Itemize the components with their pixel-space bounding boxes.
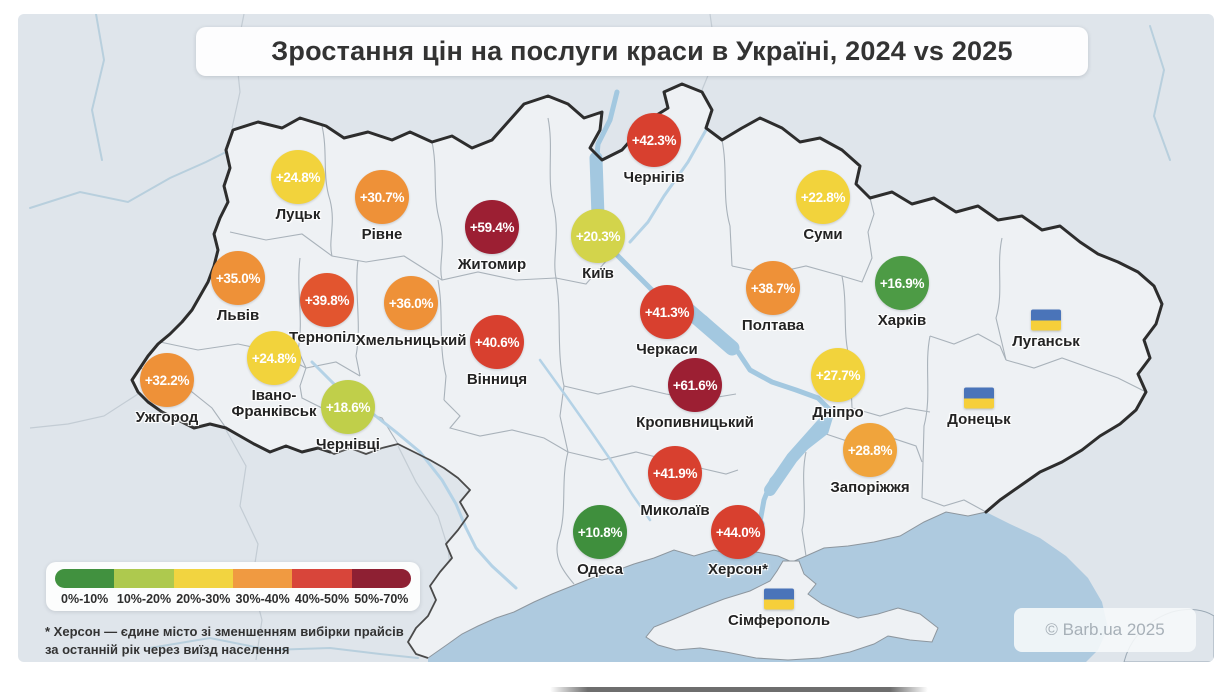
legend-band-swatch bbox=[173, 569, 233, 588]
legend-band-swatch bbox=[114, 569, 174, 588]
title-card: Зростання цін на послуги краси в Україні… bbox=[196, 27, 1088, 76]
legend-card: 0%-10% 10%-20% 20%-30% 30%-40% 40%-50% 50%-70… bbox=[46, 562, 420, 611]
crimea-shape bbox=[645, 560, 939, 661]
legend-color-bar bbox=[55, 569, 411, 588]
moldova-border bbox=[329, 443, 471, 659]
legend-band-swatch bbox=[351, 569, 411, 588]
legend-band-label: 10%-20% bbox=[116, 592, 172, 606]
page-title: Зростання цін на послуги краси в Україні… bbox=[271, 36, 1013, 66]
legend-band-label: 30%-40% bbox=[235, 592, 290, 606]
state-border bbox=[130, 82, 1164, 514]
bottom-sheet-handle bbox=[550, 687, 928, 692]
copyright-text: © Barb.ua 2025 bbox=[1045, 620, 1165, 639]
copyright-card: © Barb.ua 2025 bbox=[1014, 608, 1196, 652]
legend-band-swatch bbox=[55, 569, 115, 588]
legend-labels: 0%-10% 10%-20% 20%-30% 30%-40% 40%-50% 50%-70… bbox=[55, 592, 411, 606]
footnote: * Херсон — єдине місто зі зменшенням виб… bbox=[45, 623, 404, 659]
footnote-line1: * Херсон — єдине місто зі зменшенням виб… bbox=[45, 624, 404, 639]
legend-band-label: 50%-70% bbox=[354, 592, 409, 606]
legend-band-swatch bbox=[232, 569, 293, 588]
legend-band-swatch bbox=[292, 569, 352, 588]
footnote-line2: за останній рік через виїзд населення bbox=[45, 642, 290, 657]
geography-svg bbox=[29, 14, 1214, 662]
legend-band-label: 20%-30% bbox=[176, 592, 231, 606]
legend-band-label: 0%-10% bbox=[61, 592, 109, 606]
legend-band-label: 40%-50% bbox=[294, 592, 350, 606]
